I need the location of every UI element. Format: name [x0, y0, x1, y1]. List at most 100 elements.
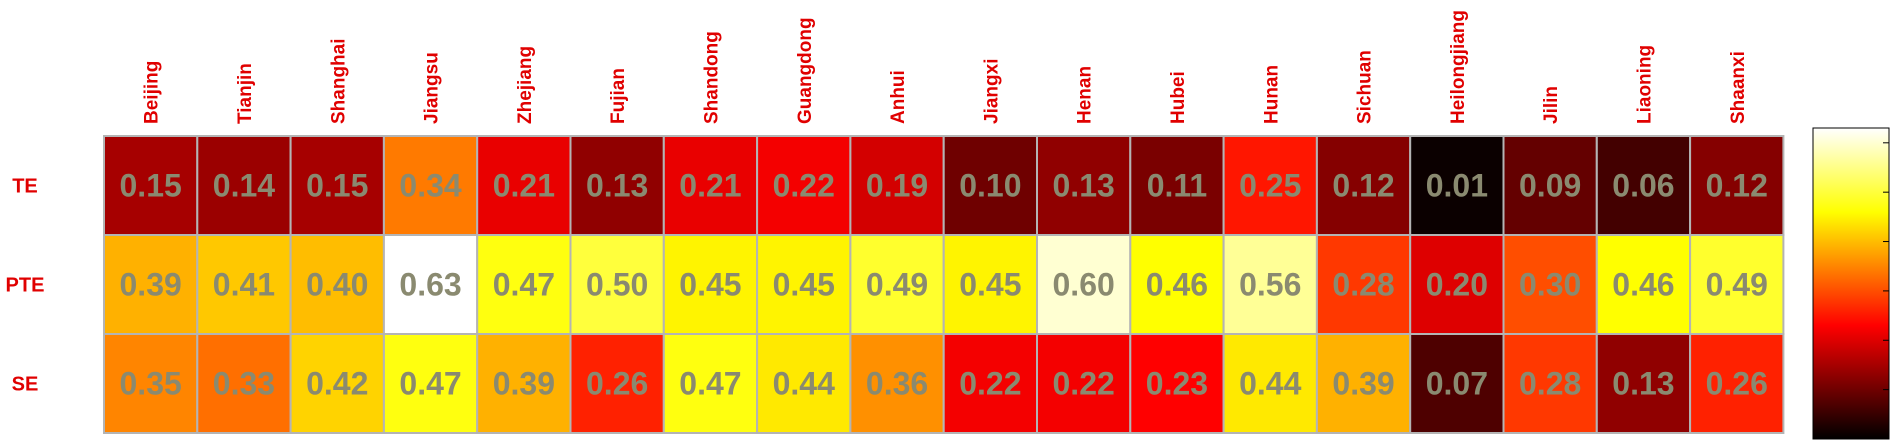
column-label: Shandong — [701, 31, 722, 124]
row-labels: TE PTE SE — [6, 176, 45, 396]
cell-value-label: 0.46 — [1146, 267, 1208, 303]
heatmap-cell — [569, 135, 665, 236]
cell-value-label: 0.44 — [773, 366, 835, 402]
heatmap-cell — [849, 333, 945, 434]
column-label: Shaanxi — [1728, 51, 1749, 124]
cell-value-label: 0.13 — [1053, 168, 1115, 204]
cell-value-label: 0.56 — [1239, 267, 1301, 303]
cell-value-label: 0.41 — [213, 267, 275, 303]
cell-value-label: 0.47 — [399, 366, 461, 402]
column-label: Zhejiang — [515, 46, 536, 124]
cell-value-label: 0.11 — [1147, 168, 1208, 204]
cell-value-label: 0.15 — [120, 168, 182, 204]
heatmap-cell — [1595, 333, 1692, 434]
heatmap-cell — [1315, 333, 1412, 434]
heatmap-cell — [289, 333, 385, 434]
cell-value-label: 0.34 — [399, 168, 461, 204]
heatmap-cell — [1222, 234, 1318, 335]
cell-value-label: 0.21 — [679, 168, 741, 204]
column-label: Guangdong — [795, 17, 816, 124]
heatmap-cell — [849, 234, 945, 335]
cell-value-label: 0.45 — [959, 267, 1021, 303]
heatmap-cell — [103, 234, 199, 335]
heatmap-cell — [662, 333, 759, 434]
cell-value-label: 0.39 — [1332, 366, 1394, 402]
cell-value-label: 0.15 — [306, 168, 368, 204]
cell-value-label: 0.25 — [1239, 168, 1301, 204]
heatmap-cell — [942, 135, 1039, 236]
heatmap-cell — [1409, 333, 1505, 434]
cell-value-label: 0.30 — [1519, 267, 1581, 303]
column-labels: Beijing Tianjin Shanghai Jiangsu Zhejiang Fuj… — [142, 10, 1749, 124]
cell-value-label: 0.46 — [1612, 267, 1674, 303]
heatmap-cell — [1315, 135, 1412, 236]
cell-value-label: 0.49 — [866, 267, 928, 303]
cell-value-label: 0.21 — [493, 168, 555, 204]
cell-value-label: 0.22 — [959, 366, 1021, 402]
cell-value-label: 0.23 — [1146, 366, 1208, 402]
column-label: Hubei — [1168, 71, 1189, 124]
heatmap-cell — [1036, 333, 1132, 434]
heatmap-cell — [1689, 234, 1785, 335]
row-label: PTE — [6, 275, 45, 297]
cell-value-label: 0.45 — [679, 267, 741, 303]
column-label: Fujian — [608, 68, 629, 124]
cell-value-label: 0.20 — [1426, 267, 1488, 303]
heatmap-cell — [942, 234, 1039, 335]
cell-value-label: 0.13 — [1612, 366, 1674, 402]
heatmap-cell — [1129, 333, 1225, 434]
cell-value-label: 0.47 — [679, 366, 741, 402]
heatmap-cell — [382, 234, 479, 335]
column-label: Jilin — [1541, 86, 1562, 124]
cell-value-label: 0.06 — [1612, 168, 1674, 204]
heatmap-cell — [756, 135, 852, 236]
heatmap-cell — [196, 333, 292, 434]
cell-value-label: 0.40 — [306, 267, 368, 303]
heatmap-cell — [103, 333, 199, 434]
colorbar-gradient — [1812, 127, 1890, 440]
cell-value-label: 0.09 — [1519, 168, 1581, 204]
heatmap-cell — [476, 234, 572, 335]
column-label: Beijing — [142, 61, 163, 124]
cell-value-label: 0.26 — [586, 366, 648, 402]
cell-value-label: 0.28 — [1519, 366, 1581, 402]
cell-value-label: 0.39 — [493, 366, 555, 402]
cell-value-label: 0.22 — [773, 168, 835, 204]
cell-value-label: 0.14 — [213, 168, 275, 204]
cell-value-label: 0.13 — [586, 168, 648, 204]
cell-value-label: 0.44 — [1239, 366, 1301, 402]
cell-value-label: 0.42 — [306, 366, 368, 402]
cell-value-label: 0.07 — [1426, 366, 1488, 402]
heatmap-cell — [942, 333, 1039, 434]
heatmap-cell — [1036, 234, 1132, 335]
heatmap-cell — [196, 234, 292, 335]
column-label: Henan — [1075, 66, 1096, 124]
cell-value-label: 0.63 — [399, 267, 461, 303]
cell-value-label: 0.12 — [1706, 168, 1768, 204]
heatmap-cell — [1129, 135, 1225, 236]
heatmap-cell — [1502, 135, 1598, 236]
colorbar: 0.10.20.30.40.50.6 — [1812, 127, 1890, 440]
heatmap-cell — [1222, 333, 1318, 434]
column-label: Shanghai — [328, 38, 349, 124]
heatmap-cell — [1689, 135, 1785, 236]
heatmap-cell — [1595, 135, 1692, 236]
column-label: Sichuan — [1355, 50, 1376, 124]
cell-value-label: 0.10 — [959, 168, 1021, 204]
column-label: Hunan — [1261, 65, 1282, 124]
cell-value-label: 0.39 — [120, 267, 182, 303]
row-label: SE — [12, 374, 39, 396]
row-label: TE — [12, 176, 38, 198]
heatmap-cell — [476, 333, 572, 434]
cell-value-label: 0.36 — [866, 366, 928, 402]
heatmap-cell — [289, 135, 385, 236]
cell-value-label: 0.49 — [1706, 267, 1768, 303]
heatmap-cell — [569, 333, 665, 434]
heatmap-cell — [196, 135, 292, 236]
cell-value-label: 0.33 — [213, 366, 275, 402]
column-label: Tianjin — [235, 63, 256, 124]
cell-value-label: 0.47 — [493, 267, 555, 303]
heatmap-cell — [103, 135, 199, 236]
cell-value-label: 0.12 — [1332, 168, 1394, 204]
colorbar-ticks: 0.10.20.30.40.50.6 — [1883, 142, 1889, 391]
